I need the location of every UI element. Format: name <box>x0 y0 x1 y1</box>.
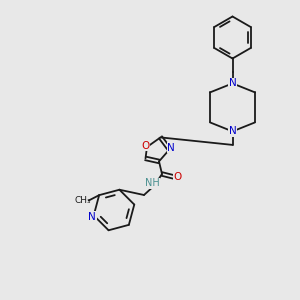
Text: N: N <box>229 78 236 88</box>
Text: O: O <box>173 172 182 182</box>
Text: N: N <box>229 126 236 136</box>
Text: O: O <box>141 140 150 151</box>
Text: NH: NH <box>145 178 160 188</box>
Text: CH₃: CH₃ <box>75 196 92 205</box>
Text: N: N <box>167 143 175 153</box>
Text: N: N <box>88 212 96 222</box>
